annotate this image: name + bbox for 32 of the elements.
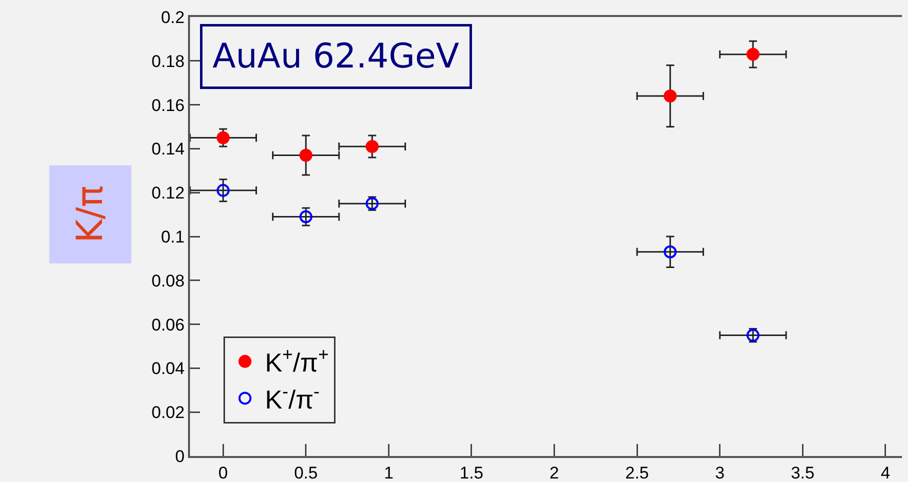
point (664, 90, 677, 103)
x-tick-label: 2.5 (625, 463, 649, 482)
y-tick-label: 0.14 (152, 140, 185, 159)
x-tick-label: 3 (715, 463, 725, 482)
y-tick-label: 0.12 (152, 184, 185, 203)
y-tick-label: 0.16 (152, 96, 185, 115)
y-tick-label: 0.02 (152, 403, 185, 422)
y-tick-label: 0.06 (152, 315, 185, 334)
x-tick-label: 2 (550, 463, 560, 482)
y-tick-label: 0 (175, 446, 185, 466)
y-tick-label: 0.1 (160, 227, 185, 246)
y-tick-label: 0.08 (152, 271, 185, 290)
point (216, 131, 230, 144)
legend-label: K$^{+}$/π$^{+}$ (264, 344, 329, 378)
legend-label: K$^{-}$/π$^{-}$ (264, 381, 320, 414)
y-tick-label: 0.2 (160, 8, 185, 27)
point (299, 210, 312, 224)
x-tick-label: 0.5 (294, 463, 318, 482)
point (366, 140, 379, 154)
point (299, 148, 312, 162)
point (216, 184, 230, 197)
y-tick-label: 0.18 (152, 52, 185, 71)
y-tick-label: 0.04 (152, 359, 185, 378)
x-tick-label: 4 (880, 463, 890, 482)
y-axis-title: K/π (70, 185, 111, 243)
x-tick-label: 0 (218, 463, 228, 482)
x-tick-label: 1.5 (460, 463, 484, 482)
x-tick-label: 1 (384, 463, 394, 482)
annotation: AuAu 62.4GeV (212, 36, 460, 76)
x-tick-label: 3.5 (790, 463, 814, 482)
point (664, 245, 677, 258)
point (746, 48, 760, 61)
